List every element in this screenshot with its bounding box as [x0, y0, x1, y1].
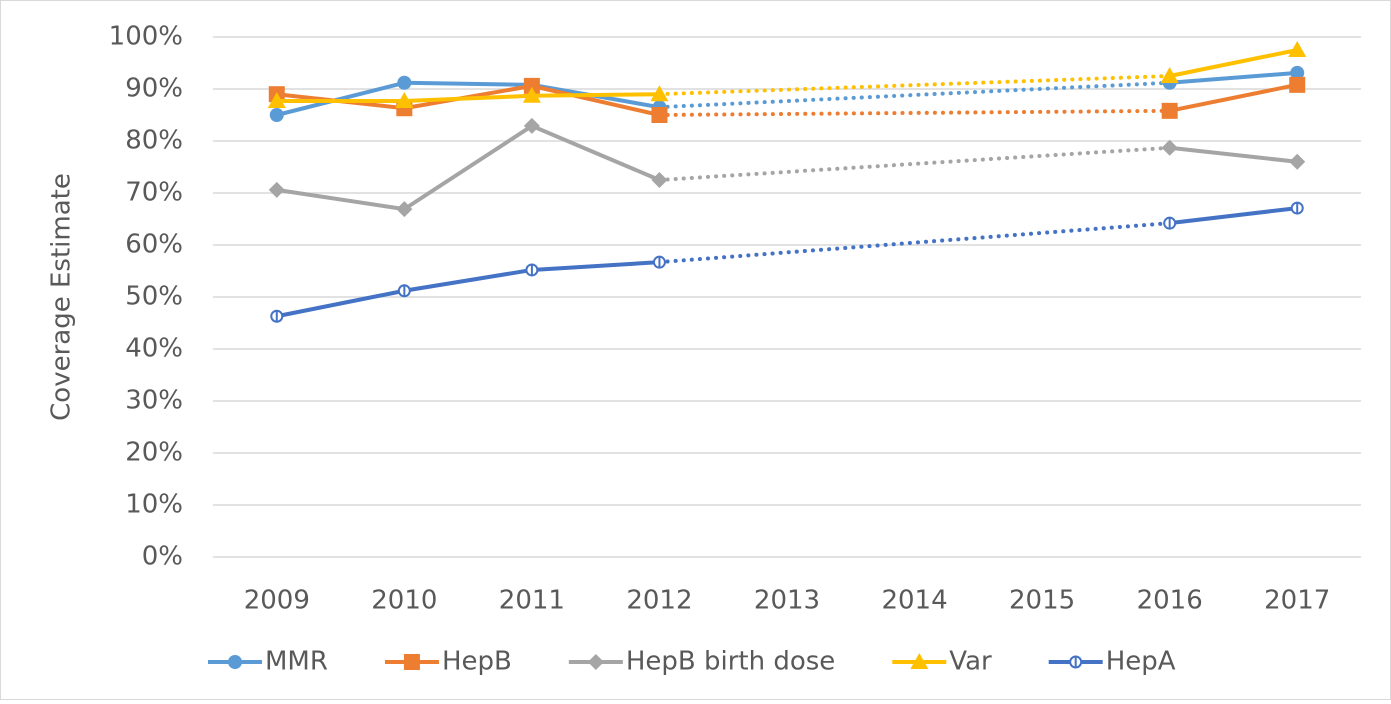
marker	[525, 263, 539, 277]
marker	[267, 91, 286, 108]
legend-label: HepA	[1106, 647, 1176, 677]
marker	[1161, 139, 1178, 156]
y-tick-label: 10%	[125, 490, 183, 520]
y-tick-label: 50%	[125, 282, 183, 312]
marker	[268, 181, 285, 198]
marker	[1290, 201, 1304, 215]
x-tick-label: 2013	[754, 586, 820, 616]
marker	[523, 117, 540, 134]
marker	[522, 86, 541, 103]
legend-label: HepB	[442, 647, 512, 677]
x-tick-label: 2009	[244, 586, 310, 616]
y-tick-label: 0%	[142, 542, 183, 572]
y-tick-label: 90%	[125, 74, 183, 104]
marker	[651, 172, 668, 188]
x-tick-label: 2016	[1137, 586, 1203, 616]
x-tick-label: 2011	[499, 586, 565, 616]
x-tick-label: 2014	[881, 586, 947, 616]
x-tick-label: 2015	[1009, 586, 1075, 616]
marker	[652, 255, 666, 269]
y-tick-label: 60%	[125, 230, 183, 260]
marker	[1290, 65, 1305, 80]
marker	[1163, 216, 1177, 230]
marker	[1160, 67, 1179, 83]
marker	[396, 201, 413, 218]
legend-label: HepB birth dose	[626, 647, 835, 677]
marker	[403, 654, 420, 670]
y-tick-label: 20%	[125, 438, 183, 468]
marker	[397, 75, 412, 90]
marker	[270, 309, 284, 323]
y-tick-label: 70%	[125, 178, 183, 208]
marker	[1069, 655, 1083, 669]
marker	[269, 108, 284, 122]
marker	[397, 284, 411, 298]
marker	[523, 77, 540, 94]
y-tick-label: 30%	[125, 386, 183, 416]
marker	[651, 107, 668, 123]
y-axis-label: Coverage Estimate	[47, 173, 77, 421]
marker	[1289, 76, 1306, 93]
y-tick-label: 100%	[109, 22, 183, 52]
marker	[228, 655, 242, 669]
series-line	[276, 48, 1298, 103]
x-tick-label: 2010	[371, 586, 437, 616]
marker	[1289, 153, 1306, 170]
marker	[910, 653, 929, 669]
x-tick-label: 2017	[1264, 586, 1330, 616]
marker	[650, 85, 669, 102]
marker	[395, 91, 414, 108]
series-line	[276, 123, 1298, 212]
y-tick-label: 80%	[125, 126, 183, 156]
marker	[1161, 102, 1178, 119]
marker	[587, 654, 604, 670]
series-line	[276, 206, 1298, 319]
legend-label: MMR	[265, 647, 328, 677]
x-tick-label: 2012	[626, 586, 692, 616]
legend-label: Var	[949, 647, 992, 677]
marker	[1288, 41, 1307, 57]
legend: MMR HepB HepB birth dose Var HepA	[208, 647, 1176, 677]
y-tick-label: 40%	[125, 334, 183, 364]
